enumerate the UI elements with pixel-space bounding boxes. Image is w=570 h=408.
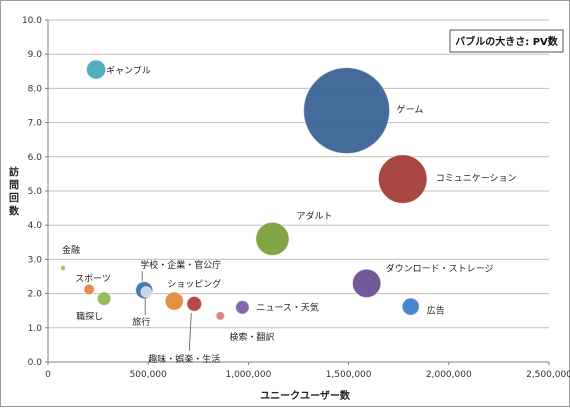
y-tick-label: 3.0 <box>28 255 43 265</box>
legend-note-text: バブルの大きさ: PV数 <box>455 35 559 48</box>
y-axis-title-char: 回 <box>9 193 19 205</box>
y-tick-label: 8.0 <box>28 84 43 94</box>
legend-note-box: バブルの大きさ: PV数 <box>449 29 564 53</box>
bubble-label: ショッピング <box>167 278 221 290</box>
x-axis-title: ユニークユーザー数 <box>260 389 351 402</box>
x-tick-label: 2,500,000 <box>526 370 570 380</box>
bubble-label: 学校・企業・官公庁 <box>140 259 221 271</box>
y-axis-title-char: 数 <box>9 205 20 218</box>
bubble-label: ゲーム <box>397 104 424 116</box>
bubble-label: 検索・翻訳 <box>229 331 274 343</box>
bubble <box>85 59 107 80</box>
bubble-label: 広告 <box>427 305 445 317</box>
axes: 0.0 1.0 2.0 3.0 4.0 5.0 6.0 7.0 8.0 9.0 10.0 0 500,0… <box>22 16 570 380</box>
bubble-label: 金融 <box>62 244 80 256</box>
bubble-label: スポーツ <box>75 273 111 284</box>
bubble-label: 趣味・娯楽・生活 <box>148 353 220 365</box>
y-tick-label: 6.0 <box>28 153 43 163</box>
y-tick-label: 5.0 <box>28 187 43 197</box>
bubble-label: アダルト <box>296 210 332 222</box>
bubbles <box>60 59 428 321</box>
y-tick-label: 2.0 <box>28 290 43 300</box>
bubble <box>83 283 95 296</box>
bubble <box>215 311 226 321</box>
y-tick-label: 9.0 <box>28 50 43 60</box>
bubble <box>235 299 250 315</box>
y-tick-label: 0.0 <box>28 358 43 368</box>
bubble-label: 旅行 <box>132 316 150 328</box>
bubble <box>303 67 391 155</box>
y-axis-title-char: 訪 <box>9 166 19 179</box>
label-leader-line <box>188 312 192 351</box>
y-tick-label: 10.0 <box>22 16 42 26</box>
bubble <box>255 221 290 257</box>
bubble <box>401 297 420 316</box>
y-tick-label: 7.0 <box>28 119 43 129</box>
x-tick-label: 2,000,000 <box>426 370 472 380</box>
y-axis-title-char: 問 <box>9 180 19 192</box>
y-tick-label: 1.0 <box>28 324 43 334</box>
bubble-label: コミュニケーション <box>436 173 517 184</box>
x-tick-label: 500,000 <box>130 370 167 380</box>
bubble <box>96 291 112 307</box>
bubble <box>186 295 203 312</box>
bubble <box>377 154 428 204</box>
bubble-label: ダウンロード・ストレージ <box>386 262 494 274</box>
y-tick-label: 4.0 <box>28 221 43 231</box>
grid-lines <box>48 19 549 329</box>
bubble-label: ニュース・天気 <box>256 301 319 313</box>
bubble <box>60 264 67 271</box>
x-tick-label: 1,500,000 <box>326 370 372 380</box>
bubble <box>140 286 152 298</box>
x-tick-label: 1,000,000 <box>225 370 271 380</box>
x-tick-label: 0 <box>45 370 51 380</box>
bubble <box>164 291 184 311</box>
bubble <box>351 268 382 299</box>
bubble-label: 職探し <box>76 311 103 323</box>
bubble-label: ギャンブル <box>106 65 151 77</box>
